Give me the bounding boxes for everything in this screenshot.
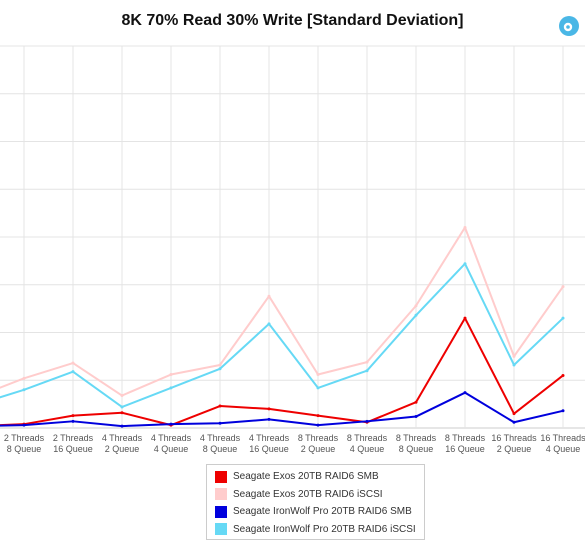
logo-icon (559, 16, 579, 36)
data-point[interactable] (414, 400, 418, 404)
data-point[interactable] (414, 313, 418, 317)
x-tick-label: 8 Threads 8 Queue (396, 433, 437, 454)
legend-label: Seagate IronWolf Pro 20TB RAID6 iSCSI (233, 523, 416, 535)
data-point[interactable] (512, 412, 516, 416)
data-point[interactable] (169, 422, 173, 426)
data-point[interactable] (218, 363, 222, 367)
legend-item[interactable]: Seagate Exos 20TB RAID6 SMB (215, 468, 424, 486)
legend-item[interactable]: Seagate Exos 20TB RAID6 iSCSI (215, 486, 424, 504)
data-point[interactable] (316, 414, 320, 418)
data-point[interactable] (22, 423, 26, 427)
data-point[interactable] (316, 423, 320, 427)
x-tick-label: 4 Threads 2 Queue (102, 433, 143, 454)
data-point[interactable] (512, 363, 516, 367)
x-tick-label: 16 Threads 2 Queue (491, 433, 537, 454)
data-point[interactable] (120, 405, 124, 409)
data-point[interactable] (463, 316, 467, 320)
data-point[interactable] (512, 420, 516, 424)
data-point[interactable] (169, 386, 173, 390)
legend-label: Seagate Exos 20TB RAID6 iSCSI (233, 488, 383, 500)
x-tick-label: 4 Threads 16 Queue (249, 433, 290, 454)
chart-title: 8K 70% Read 30% Write [Standard Deviatio… (121, 12, 464, 29)
data-point[interactable] (316, 373, 320, 377)
x-tick-label: 16 Threads 4 Queue (540, 433, 585, 454)
data-point[interactable] (316, 386, 320, 390)
data-point[interactable] (218, 404, 222, 408)
legend-label: Seagate Exos 20TB RAID6 SMB (233, 471, 379, 483)
legend-swatch (215, 523, 227, 536)
legend-item[interactable]: Seagate IronWolf Pro 20TB RAID6 SMB (215, 503, 424, 521)
data-point[interactable] (120, 424, 124, 428)
data-point[interactable] (71, 361, 75, 365)
data-point[interactable] (267, 407, 271, 411)
series-line-0 (0, 317, 564, 427)
data-point[interactable] (267, 322, 271, 326)
data-point[interactable] (120, 394, 124, 398)
data-point[interactable] (561, 373, 565, 377)
data-point[interactable] (120, 411, 124, 415)
data-point[interactable] (71, 419, 75, 423)
data-point[interactable] (463, 262, 467, 266)
legend-swatch (215, 488, 227, 501)
data-point[interactable] (218, 367, 222, 371)
data-point[interactable] (71, 370, 75, 374)
chart-legend: Seagate Exos 20TB RAID6 SMB Seagate Exos … (206, 464, 425, 540)
x-tick-label: 8 Threads 2 Queue (298, 433, 339, 454)
data-point[interactable] (218, 421, 222, 425)
data-point[interactable] (71, 414, 75, 418)
data-point[interactable] (267, 294, 271, 298)
x-tick-label: 8 Threads 16 Queue (445, 433, 486, 454)
data-point[interactable] (561, 285, 565, 289)
data-point[interactable] (561, 316, 565, 320)
data-point[interactable] (365, 419, 369, 423)
series-line-1 (0, 226, 564, 397)
data-point[interactable] (365, 360, 369, 364)
x-tick-label: 2 Threads 8 Queue (4, 433, 45, 454)
data-point[interactable] (267, 417, 271, 421)
data-point[interactable] (414, 415, 418, 419)
data-point[interactable] (414, 304, 418, 308)
series-line-2 (0, 391, 564, 428)
legend-swatch (215, 505, 227, 518)
x-tick-label: 4 Threads 8 Queue (200, 433, 241, 454)
data-point[interactable] (169, 373, 173, 377)
x-tick-label: 4 Threads 4 Queue (151, 433, 192, 454)
data-point[interactable] (561, 409, 565, 413)
data-point[interactable] (512, 354, 516, 358)
legend-label: Seagate IronWolf Pro 20TB RAID6 SMB (233, 506, 412, 518)
data-point[interactable] (22, 388, 26, 392)
data-point[interactable] (365, 369, 369, 373)
data-point[interactable] (463, 225, 467, 229)
x-tick-label: 2 Threads 16 Queue (53, 433, 94, 454)
x-tick-label: 8 Threads 4 Queue (347, 433, 388, 454)
data-point[interactable] (463, 391, 467, 395)
legend-item[interactable]: Seagate IronWolf Pro 20TB RAID6 iSCSI (215, 521, 424, 539)
legend-swatch (215, 470, 227, 483)
data-point[interactable] (22, 376, 26, 380)
